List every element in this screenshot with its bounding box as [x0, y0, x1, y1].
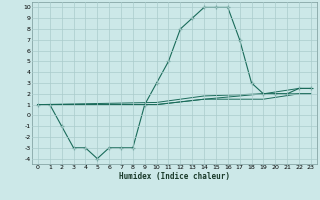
X-axis label: Humidex (Indice chaleur): Humidex (Indice chaleur) — [119, 172, 230, 181]
